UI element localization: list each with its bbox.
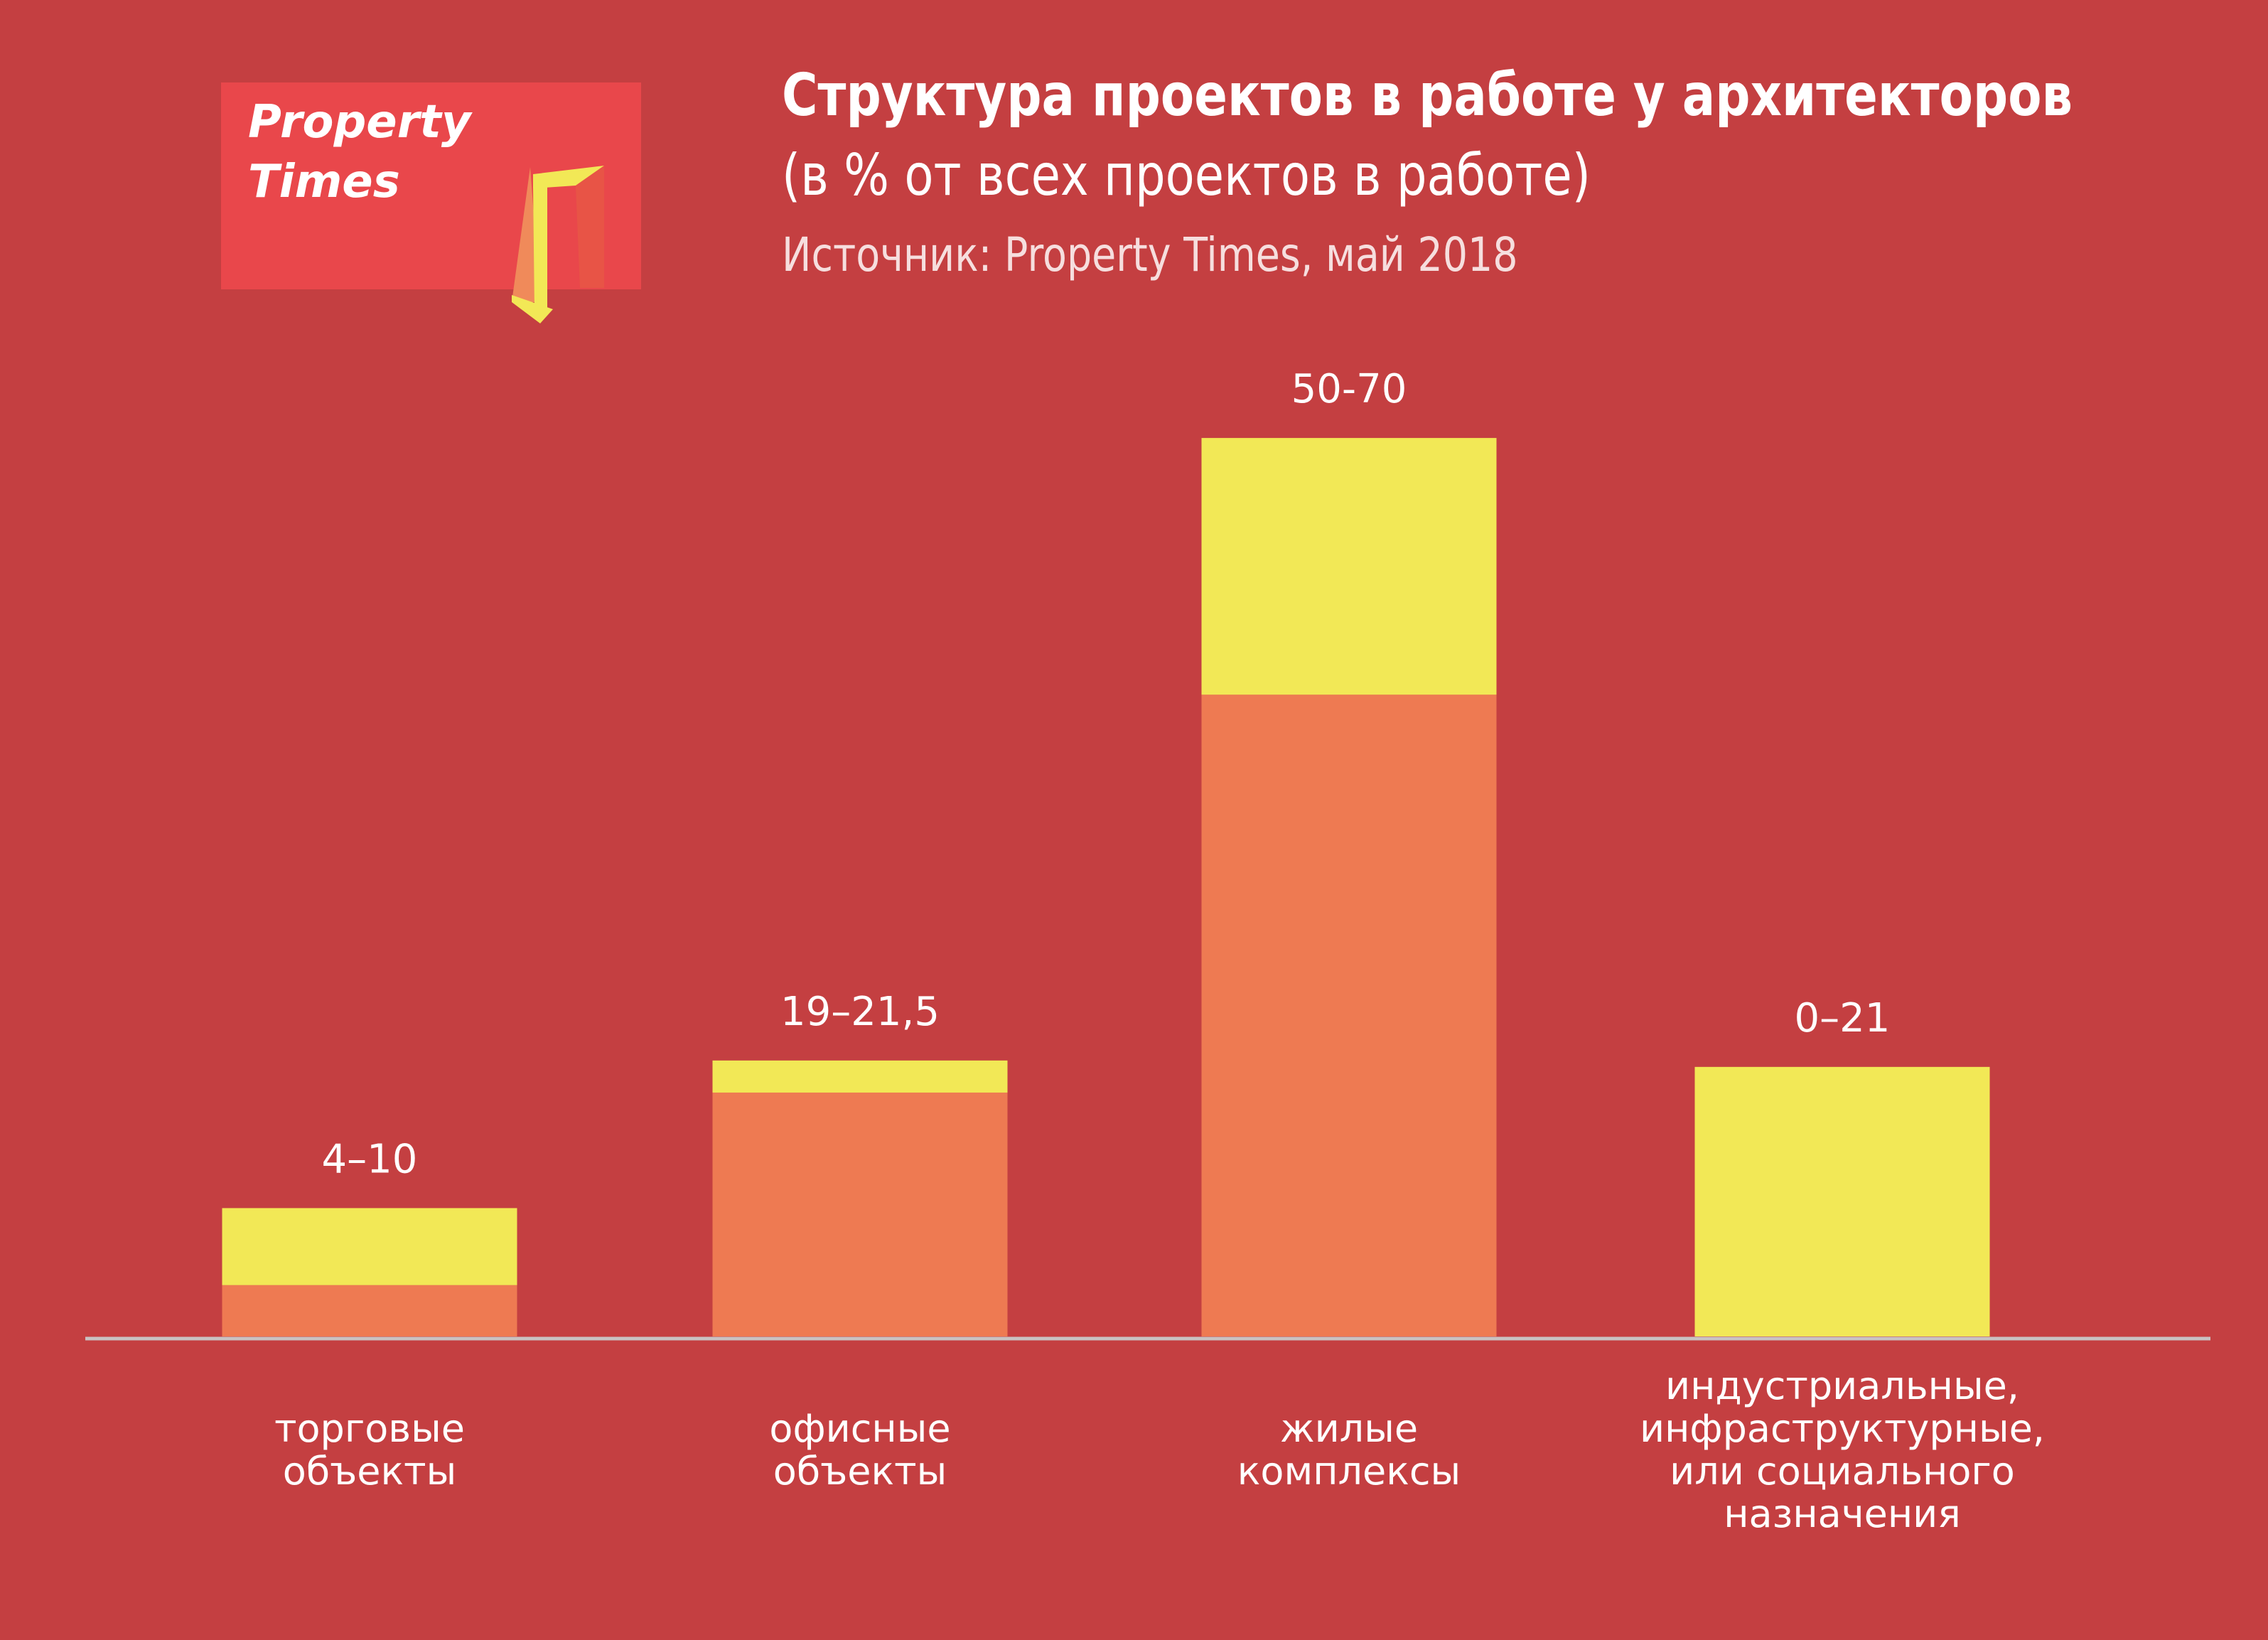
category-label-line: торговые — [274, 1406, 465, 1451]
category-label-line: назначения — [1724, 1491, 1961, 1536]
bar-range-segment — [1694, 1066, 1990, 1336]
category-label-line: объекты — [282, 1449, 457, 1494]
chart-source: Источник: Property Times, май 2018 — [782, 227, 1518, 282]
chart-subtitle: (в % от всех проектов в работе) — [782, 142, 1591, 208]
bar-value-label: 0–21 — [1795, 995, 1891, 1041]
bar-range-segment — [1201, 438, 1497, 695]
bar-value-label: 4–10 — [322, 1136, 418, 1182]
bar-min-segment — [1201, 695, 1497, 1336]
category-label: жилые комплексы — [1129, 1408, 1569, 1493]
logo-box — [221, 82, 641, 289]
logo-line-2: Times — [248, 156, 400, 208]
bar-range-segment — [712, 1060, 1008, 1093]
category-label-line: жилые — [1279, 1406, 1419, 1451]
logo-line-1: Property — [248, 96, 471, 149]
category-label: индустриальные, инфраструктурные, или соци… — [1622, 1365, 2063, 1536]
bar-min-segment — [712, 1092, 1008, 1336]
category-label: торговые объекты — [149, 1408, 590, 1493]
chart-title: Структура проектов в работе у архитектор… — [782, 62, 2073, 129]
logo-text: Property Times — [248, 92, 471, 212]
category-label-line: или социального — [1670, 1449, 2015, 1494]
bar-min-segment — [222, 1285, 517, 1336]
category-label-line: инфраструктурные, — [1640, 1406, 2045, 1451]
logo-mark-icon — [512, 166, 604, 323]
category-label-line: объекты — [773, 1449, 947, 1494]
category-label: офисные объекты — [640, 1408, 1080, 1493]
category-label-line: индустриальные, — [1665, 1363, 2019, 1408]
bar-value-label: 50-70 — [1291, 366, 1407, 412]
category-label-line: офисные — [769, 1406, 951, 1451]
bar-range-segment — [222, 1208, 517, 1285]
bar-value-label: 19–21,5 — [780, 989, 940, 1035]
category-label-line: комплексы — [1237, 1449, 1461, 1494]
